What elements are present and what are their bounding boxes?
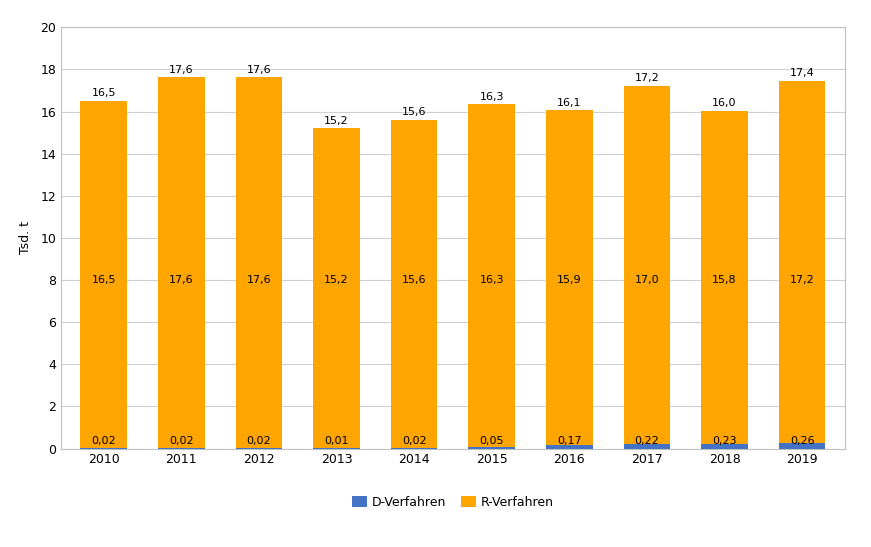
Bar [546, 110, 592, 445]
Bar [546, 445, 592, 449]
Text: 16,3: 16,3 [479, 275, 504, 285]
Text: 0,02: 0,02 [402, 436, 427, 446]
Bar [314, 128, 360, 449]
Bar [624, 444, 671, 449]
Text: 0,26: 0,26 [790, 436, 814, 446]
Bar [469, 104, 515, 447]
Text: 0,22: 0,22 [635, 436, 659, 446]
Bar [701, 111, 748, 444]
Bar [235, 78, 282, 448]
Text: 17,2: 17,2 [790, 275, 814, 285]
Bar [779, 81, 826, 443]
Bar [624, 86, 671, 444]
Y-axis label: Tsd. t: Tsd. t [19, 222, 32, 254]
Legend: D-Verfahren, R-Verfahren: D-Verfahren, R-Verfahren [347, 491, 559, 514]
Text: 0,23: 0,23 [712, 436, 737, 446]
Bar [701, 444, 748, 449]
Bar [469, 447, 515, 449]
Text: 17,2: 17,2 [635, 73, 659, 83]
Bar [158, 78, 205, 448]
Bar [391, 120, 437, 448]
Text: 0,17: 0,17 [557, 436, 582, 446]
Text: 17,6: 17,6 [246, 65, 271, 75]
Text: 0,01: 0,01 [324, 436, 348, 446]
Text: 17,6: 17,6 [169, 275, 193, 285]
Bar [779, 443, 826, 449]
Text: 16,5: 16,5 [91, 275, 116, 285]
Bar [80, 101, 127, 448]
Text: 15,2: 15,2 [324, 275, 348, 285]
Text: 15,6: 15,6 [402, 107, 427, 117]
Text: 15,9: 15,9 [557, 275, 582, 285]
Text: 0,05: 0,05 [479, 436, 504, 446]
Text: 0,02: 0,02 [91, 436, 116, 446]
Text: 16,0: 16,0 [712, 98, 737, 108]
Text: 17,6: 17,6 [246, 275, 271, 285]
Text: 15,2: 15,2 [324, 116, 348, 126]
Text: 16,5: 16,5 [91, 88, 116, 98]
Text: 15,8: 15,8 [712, 275, 737, 285]
Text: 17,4: 17,4 [790, 68, 814, 78]
Text: 16,3: 16,3 [479, 92, 504, 102]
Text: 0,02: 0,02 [246, 436, 271, 446]
Text: 17,0: 17,0 [635, 275, 659, 285]
Text: 17,6: 17,6 [169, 65, 193, 75]
Text: 0,02: 0,02 [169, 436, 193, 446]
Text: 16,1: 16,1 [557, 97, 582, 108]
Text: 15,6: 15,6 [402, 275, 427, 285]
